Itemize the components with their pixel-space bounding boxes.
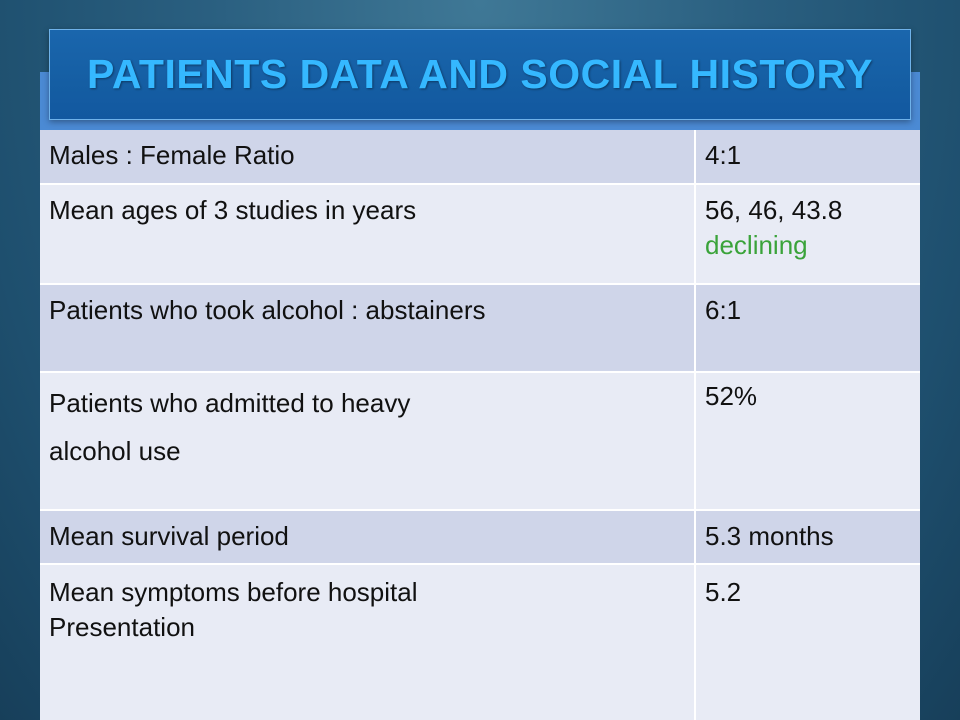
table-row: Patients who took alcohol : abstainers 6… (40, 284, 920, 373)
table-row: Males : Female Ratio 4:1 (40, 130, 920, 185)
row-label: Mean ages of 3 studies in years (40, 184, 696, 285)
row-label: Mean survival period (40, 510, 696, 565)
row-label: Patients who took alcohol : abstainers (40, 284, 696, 373)
row-label-line: Patients who admitted to heavy (49, 388, 411, 418)
row-value: 56, 46, 43.8 (705, 195, 843, 225)
table-row: Mean symptoms before hospital Presentati… (40, 564, 920, 720)
row-value: 4:1 (695, 130, 920, 185)
row-value: 5.3 months (695, 510, 920, 565)
row-label-line: Mean symptoms before hospital (49, 577, 418, 607)
row-value-cell: 56, 46, 43.8 declining (695, 184, 920, 285)
patients-data-table: Males : Female Ratio 4:1 Mean ages of 3 … (40, 130, 920, 720)
slide-title: PATIENTS DATA AND SOCIAL HISTORY (87, 51, 873, 97)
row-label-line: Presentation (49, 612, 195, 642)
row-label: Males : Female Ratio (40, 130, 696, 185)
row-value: 6:1 (695, 284, 920, 373)
table-row: Mean ages of 3 studies in years 56, 46, … (40, 184, 920, 285)
title-banner: PATIENTS DATA AND SOCIAL HISTORY (49, 29, 911, 120)
row-value: 52% (695, 372, 920, 511)
data-table-container: Males : Female Ratio 4:1 Mean ages of 3 … (40, 72, 920, 720)
row-label-line: alcohol use (49, 436, 181, 466)
table-row: Patients who admitted to heavy alcohol u… (40, 372, 920, 511)
row-label-cell: Mean symptoms before hospital Presentati… (40, 564, 696, 720)
table-row: Mean survival period 5.3 months (40, 510, 920, 565)
row-value-note: declining (705, 230, 808, 260)
row-label-cell: Patients who admitted to heavy alcohol u… (40, 372, 696, 511)
row-value: 5.2 (695, 564, 920, 720)
